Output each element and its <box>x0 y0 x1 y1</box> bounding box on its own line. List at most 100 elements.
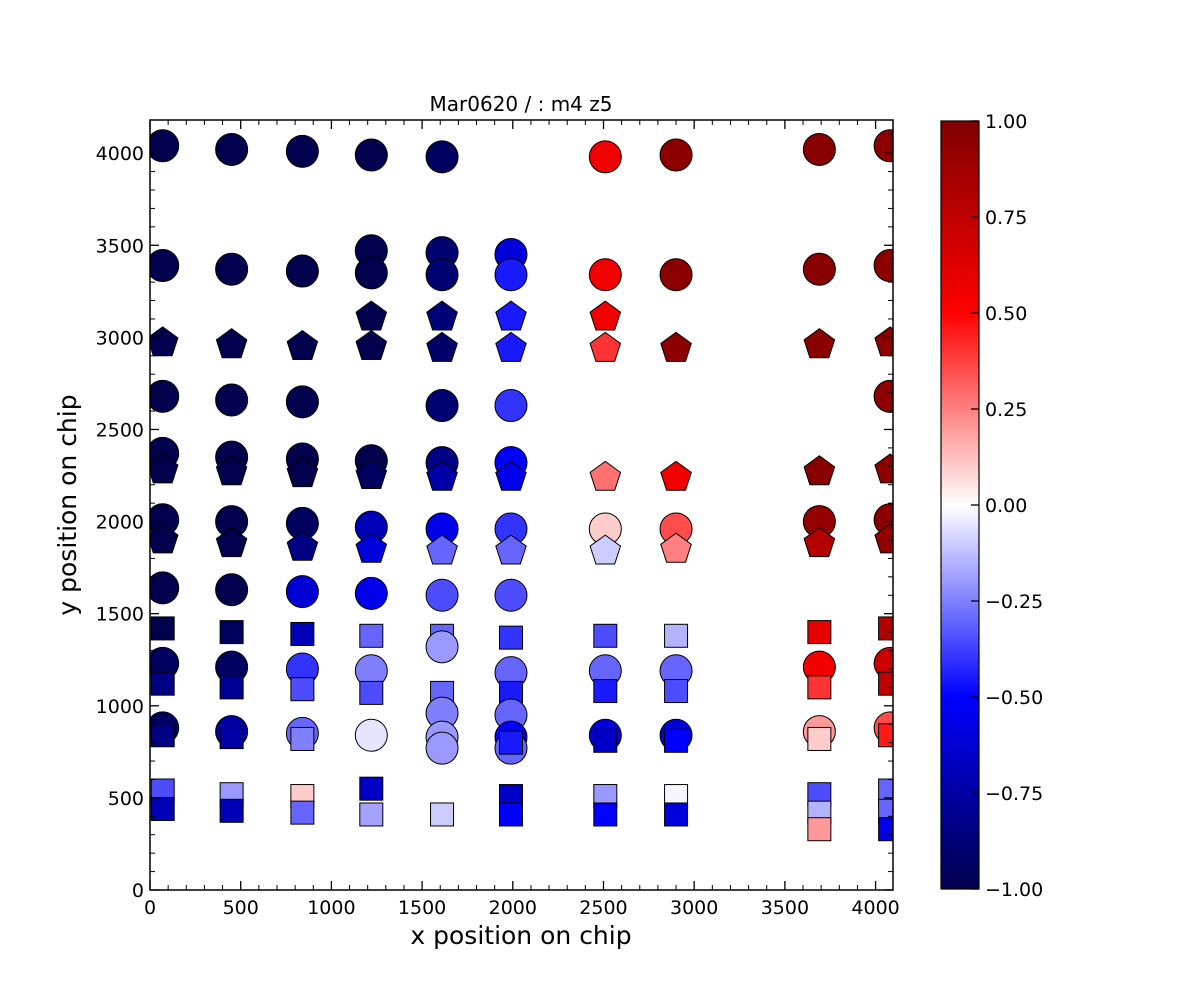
pentagon-marker <box>660 532 692 563</box>
square-marker <box>664 679 689 704</box>
x-tick-label: 500 <box>223 897 259 919</box>
square-marker <box>498 802 523 827</box>
x-tick-label: 2000 <box>489 897 537 919</box>
x-tick-label: 4000 <box>851 897 899 919</box>
circle-marker <box>285 134 319 168</box>
colorbar-tick-label: −0.25 <box>985 591 1043 613</box>
square-marker <box>664 802 689 827</box>
x-tick-label: 2500 <box>579 897 627 919</box>
colorbar-tick-label: 0.00 <box>985 495 1027 517</box>
x-tick-label: 3500 <box>761 897 809 919</box>
square-marker <box>593 679 618 704</box>
pentagon-marker <box>426 300 458 331</box>
square-marker <box>878 723 893 748</box>
pentagon-marker <box>803 455 836 486</box>
circle-marker <box>425 731 459 765</box>
square-marker <box>150 723 175 748</box>
y-axis: 0 500 1000 1500 2000 2500 3000 3500 4000 <box>96 134 893 902</box>
colorbar-tick-label: 0.25 <box>985 399 1027 421</box>
pentagon-marker <box>215 328 248 359</box>
pentagon-marker <box>660 331 692 362</box>
circle-marker <box>215 383 249 417</box>
circle-marker <box>285 385 319 419</box>
pentagon-marker <box>215 527 248 558</box>
x-tick-label: 0 <box>144 897 156 919</box>
square-marker <box>150 616 175 641</box>
x-tick-label: 1500 <box>398 897 446 919</box>
circle-marker <box>588 258 622 292</box>
circle-marker <box>215 573 249 607</box>
colorbar-tick-label: −0.50 <box>985 687 1043 709</box>
square-marker <box>150 671 175 696</box>
square-marker <box>219 798 244 823</box>
square-marker <box>359 776 384 801</box>
colorbar-tick-label: 1.00 <box>985 111 1027 133</box>
square-marker <box>807 817 832 842</box>
square-marker <box>593 728 618 753</box>
y-tick-label: 4000 <box>96 143 144 165</box>
pentagon-marker <box>355 329 388 360</box>
square-marker <box>150 796 175 821</box>
pentagon-marker <box>150 326 179 357</box>
circle-marker <box>494 578 528 612</box>
circle-marker <box>354 576 388 610</box>
square-marker <box>359 623 384 648</box>
pentagon-marker <box>495 300 527 331</box>
circle-marker <box>150 249 180 283</box>
x-axis: 0 500 1000 1500 2000 2500 3000 3500 4000 <box>144 120 900 919</box>
circle-marker <box>215 252 249 286</box>
pentagon-marker <box>589 534 622 565</box>
circle-marker <box>354 718 388 752</box>
x-tick-label: 1000 <box>307 897 355 919</box>
square-marker <box>807 726 832 751</box>
pentagon-marker <box>495 534 527 565</box>
pentagon-marker <box>355 300 388 331</box>
square-marker <box>664 623 689 648</box>
square-marker <box>807 675 832 700</box>
pentagon-marker <box>803 328 836 359</box>
y-tick-label: 1500 <box>96 604 144 626</box>
colorbar-tick-label: −1.00 <box>985 879 1043 901</box>
circle-marker <box>425 630 459 664</box>
pentagon-marker <box>286 457 319 488</box>
circle-marker <box>873 379 893 413</box>
pentagon-marker <box>426 534 458 565</box>
square-marker <box>498 730 523 755</box>
pentagon-marker <box>426 460 458 491</box>
pentagon-marker <box>589 300 622 331</box>
y-tick-label: 3500 <box>96 235 144 257</box>
pentagon-marker <box>286 530 319 561</box>
colorbar-ticks: −1.00 −0.75 −0.50 −0.25 0.00 0.25 0.50 0.75 1.00 <box>971 111 1043 901</box>
circle-marker <box>659 138 693 172</box>
colorbar: −1.00 −0.75 −0.50 −0.25 0.00 0.25 0.50 0.75 1.00 <box>940 111 1043 901</box>
circle-marker <box>425 258 459 292</box>
square-marker <box>593 623 618 648</box>
circle-marker <box>802 132 836 166</box>
square-marker <box>430 802 455 827</box>
square-marker <box>290 726 315 751</box>
y-tick-label: 500 <box>108 788 144 810</box>
y-tick-label: 2000 <box>96 512 144 534</box>
chart-title: Mar0620 / : m4 z5 <box>430 92 613 116</box>
square-marker <box>878 778 893 803</box>
circle-marker <box>588 140 622 174</box>
circle-marker <box>659 258 693 292</box>
circle-marker <box>215 132 249 166</box>
square-marker <box>290 677 315 702</box>
circle-marker <box>354 138 388 172</box>
circle-marker <box>285 575 319 609</box>
square-marker <box>219 675 244 700</box>
pentagon-marker <box>495 331 527 362</box>
pentagon-marker <box>874 523 893 554</box>
circle-marker <box>150 379 180 413</box>
pentagon-marker <box>215 455 248 486</box>
y-tick-label: 0 <box>132 880 144 902</box>
square-marker <box>593 802 618 827</box>
pentagon-marker <box>589 460 622 491</box>
square-marker <box>290 621 315 646</box>
pentagon-marker <box>355 532 388 563</box>
pentagon-marker <box>803 527 836 558</box>
square-marker <box>878 616 893 641</box>
y-tick-label: 1000 <box>96 696 144 718</box>
